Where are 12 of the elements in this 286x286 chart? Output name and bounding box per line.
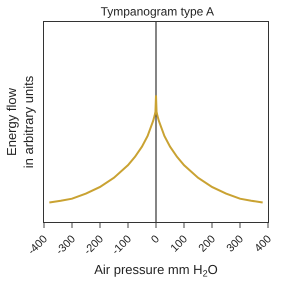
y-axis-title: Energy flow in arbitrary units xyxy=(4,75,36,168)
x-tick-label: -100 xyxy=(110,233,134,258)
x-tick-label: 300 xyxy=(224,233,246,255)
x-tick-label: 0 xyxy=(149,233,162,246)
chart-title: Tympanogram type A xyxy=(100,4,214,19)
x-tick-label: 200 xyxy=(196,233,218,255)
x-tick-label: -200 xyxy=(82,233,106,258)
x-tick-label: -400 xyxy=(26,233,50,258)
x-tick-label: -300 xyxy=(54,233,78,258)
x-tick-label: 400 xyxy=(252,233,274,255)
x-tick-label: 100 xyxy=(168,233,190,255)
x-axis-title: Air pressure mm H$_{2}$O xyxy=(94,262,218,279)
